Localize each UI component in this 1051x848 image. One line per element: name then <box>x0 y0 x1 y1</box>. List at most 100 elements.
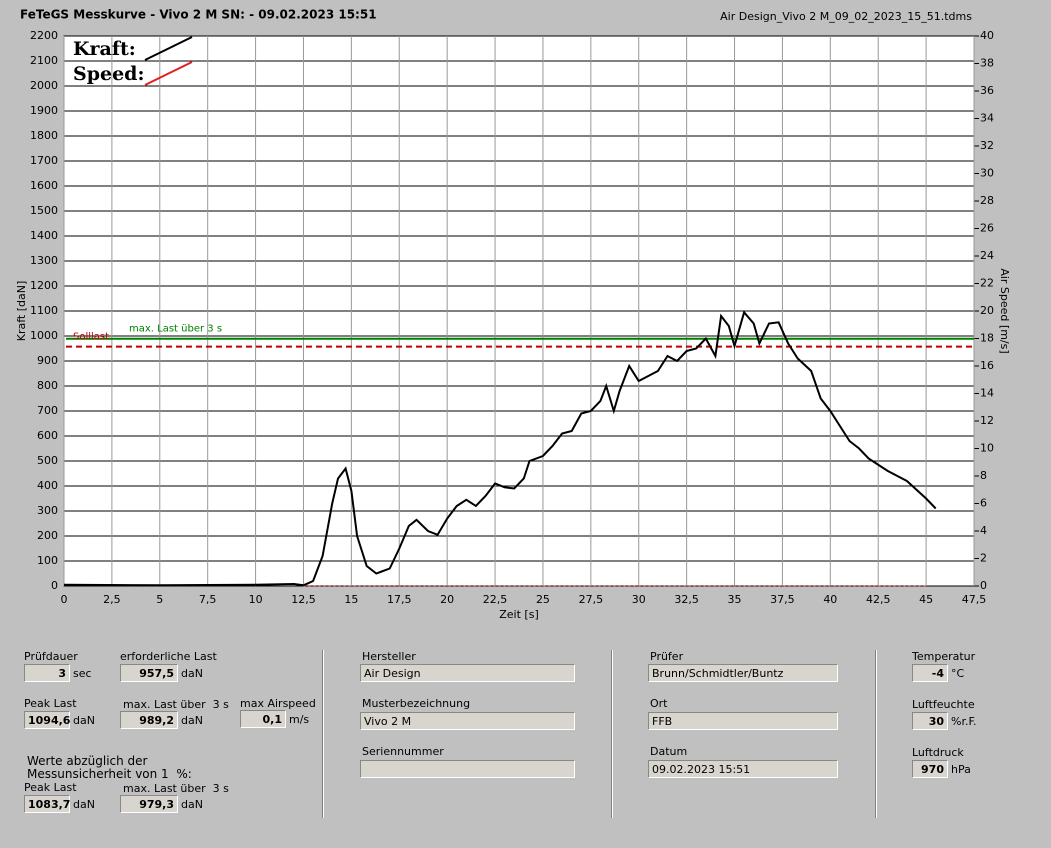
x-tick-label: 30 <box>632 593 646 606</box>
field-label: Peak Last <box>24 781 77 794</box>
field-unit: m/s <box>289 713 310 726</box>
y2-tick-label: 34 <box>980 112 994 125</box>
y-tick-label: 100 <box>37 554 58 567</box>
field-value: 979,3 <box>120 795 178 813</box>
field-label: max Airspeed <box>240 697 316 710</box>
y-tick-label: 200 <box>37 529 58 542</box>
y2-tick-label: 2 <box>980 552 987 565</box>
field-value: Air Design <box>360 664 575 682</box>
field-value <box>360 760 575 778</box>
field-label: Prüfdauer <box>24 650 78 663</box>
y-tick-label: 0 <box>51 579 58 592</box>
y2-tick-label: 16 <box>980 359 994 372</box>
field-label: Peak Last <box>24 697 77 710</box>
note: Messunsicherheit von 1 %: <box>27 767 192 781</box>
y2-tick-label: 18 <box>980 332 994 345</box>
x-tick-label: 45 <box>919 593 933 606</box>
field-value: Brunn/Schmidtler/Buntz <box>648 664 838 682</box>
y2-tick-label: 0 <box>980 579 987 592</box>
y-tick-label: 1500 <box>30 204 58 217</box>
field-value: 0,1 <box>240 710 286 728</box>
field-unit: %r.F. <box>951 715 977 728</box>
legend-swatch <box>144 61 193 86</box>
file-name: Air Design_Vivo 2 M_09_02_2023_15_51.tdm… <box>720 10 972 23</box>
y-tick-label: 1000 <box>30 329 58 342</box>
x-tick-label: 5 <box>156 593 163 606</box>
field-unit: sec <box>73 667 92 680</box>
field-unit: hPa <box>951 763 971 776</box>
field-label: max. Last über 3 s <box>123 782 229 795</box>
y-tick-label: 1900 <box>30 104 58 117</box>
y-tick-label: 800 <box>37 379 58 392</box>
x-tick-label: 10 <box>249 593 263 606</box>
x-tick-label: 32,5 <box>674 593 699 606</box>
field-value: -4 <box>912 664 948 682</box>
y2-tick-label: 24 <box>980 249 994 262</box>
field-label: Seriennummer <box>362 745 444 758</box>
field-label: erforderliche Last <box>120 650 217 663</box>
field-label: Temperatur <box>912 650 976 663</box>
field-label: max. Last über 3 s <box>123 698 229 711</box>
y2-tick-label: 12 <box>980 414 994 427</box>
y-tick-label: 500 <box>37 454 58 467</box>
x-tick-label: 7,5 <box>199 593 217 606</box>
y2-tick-label: 20 <box>980 304 994 317</box>
x-axis-label: Zeit [s] <box>499 608 538 621</box>
field-unit: daN <box>73 798 95 811</box>
y2-tick-label: 4 <box>980 524 987 537</box>
field-unit: daN <box>181 714 203 727</box>
y2-tick-label: 36 <box>980 84 994 97</box>
x-tick-label: 42,5 <box>866 593 891 606</box>
y2-tick-label: 30 <box>980 167 994 180</box>
reference-label: max. Last über 3 s <box>129 324 222 335</box>
field-label: Prüfer <box>650 650 684 663</box>
y2-tick-label: 8 <box>980 469 987 482</box>
y2-tick-label: 28 <box>980 194 994 207</box>
y-tick-label: 2200 <box>30 29 58 42</box>
x-tick-label: 2,5 <box>103 593 121 606</box>
field-value: Vivo 2 M <box>360 712 575 730</box>
field-unit: °C <box>951 667 965 680</box>
y-tick-label: 900 <box>37 354 58 367</box>
y2-tick-label: 32 <box>980 139 994 152</box>
field-unit: daN <box>181 667 203 680</box>
x-tick-label: 20 <box>440 593 454 606</box>
x-tick-label: 25 <box>536 593 550 606</box>
y-tick-label: 1600 <box>30 179 58 192</box>
field-value: 3 <box>24 664 70 682</box>
x-tick-label: 15 <box>344 593 358 606</box>
field-value: 970 <box>912 760 948 778</box>
y-tick-label: 400 <box>37 479 58 492</box>
y-axis-label: Kraft [daN] <box>15 281 28 342</box>
field-label: Luftfeuchte <box>912 698 975 711</box>
field-label: Ort <box>650 697 668 710</box>
field-value: 1094,6 <box>24 711 70 729</box>
y2-axis-label: Air Speed [m/s] <box>998 268 1011 353</box>
x-tick-label: 47,5 <box>962 593 987 606</box>
x-tick-label: 37,5 <box>770 593 795 606</box>
field-unit: daN <box>73 714 95 727</box>
field-label: Hersteller <box>362 650 416 663</box>
x-tick-label: 27,5 <box>579 593 604 606</box>
y-tick-label: 600 <box>37 429 58 442</box>
y2-tick-label: 10 <box>980 442 994 455</box>
y2-tick-label: 26 <box>980 222 994 235</box>
separator <box>322 650 324 818</box>
y-tick-label: 2100 <box>30 54 58 67</box>
y-tick-label: 700 <box>37 404 58 417</box>
y-tick-label: 1300 <box>30 254 58 267</box>
separator <box>875 650 877 818</box>
legend-label: Kraft: <box>73 38 136 60</box>
x-tick-label: 12,5 <box>291 593 316 606</box>
field-label: Musterbezeichnung <box>362 697 471 710</box>
separator <box>611 650 613 818</box>
y2-tick-label: 14 <box>980 387 994 400</box>
y-tick-label: 300 <box>37 504 58 517</box>
field-label: Datum <box>650 745 688 758</box>
field-value: FFB <box>648 712 838 730</box>
field-label: Luftdruck <box>912 746 964 759</box>
field-value: 989,2 <box>120 711 178 729</box>
y-tick-label: 1700 <box>30 154 58 167</box>
legend-label: Speed: <box>73 63 144 85</box>
x-tick-label: 0 <box>61 593 68 606</box>
